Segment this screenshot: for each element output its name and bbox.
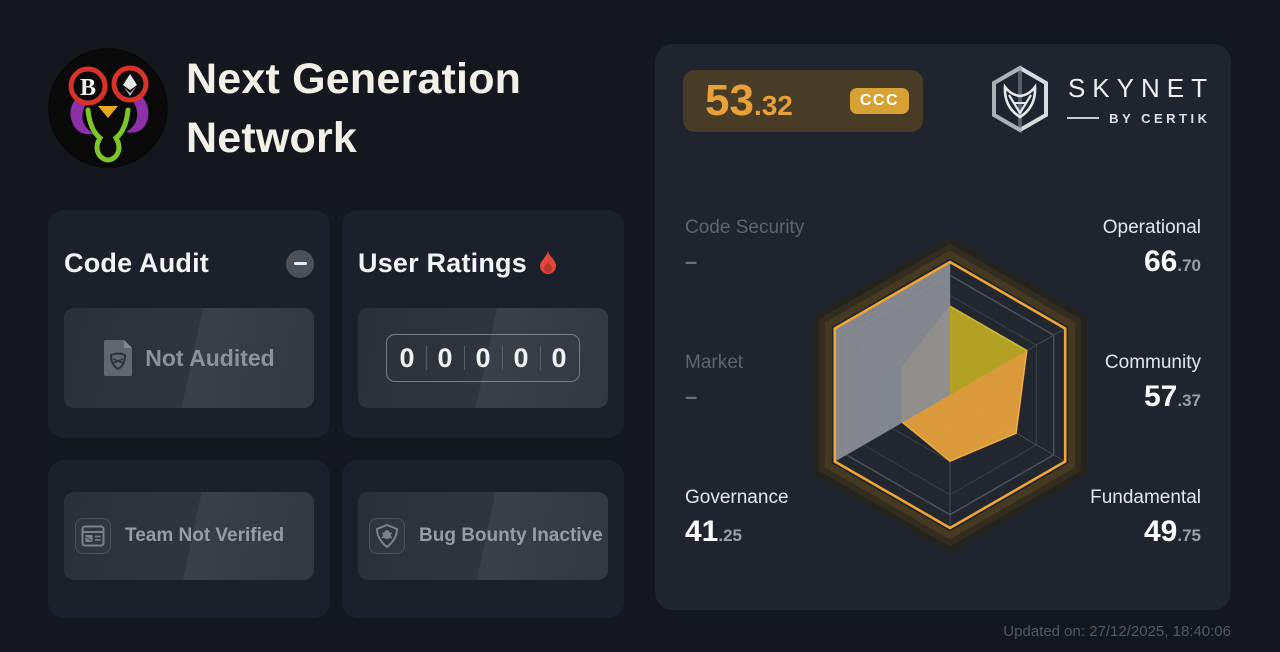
- metric-decimal: .70: [1177, 256, 1201, 275]
- bug-bounty-status-chip: Bug Bounty Inactive: [358, 492, 608, 580]
- security-score-pill: 53 .32 CCC: [683, 70, 923, 132]
- metric-label: Governance: [685, 487, 789, 508]
- security-score-decimal: .32: [753, 90, 793, 121]
- digit-separator: [425, 346, 427, 370]
- certik-hexagon-shield-icon: [992, 65, 1049, 133]
- metric-label: Code Security: [685, 217, 805, 238]
- user-ratings-title: User Ratings: [358, 248, 527, 278]
- radar-glow: [824, 250, 1076, 540]
- metric-label: Community: [1104, 352, 1201, 373]
- metric-label: Fundamental: [1090, 487, 1201, 508]
- digit-separator: [539, 346, 541, 370]
- metric-decimal: .75: [1177, 526, 1201, 545]
- page-title: Next Generation Network: [186, 55, 522, 162]
- digit-separator: [463, 346, 465, 370]
- counter-digit: 0: [437, 342, 453, 373]
- metric-code-security: Code Security –: [685, 217, 804, 275]
- metric-label: Market: [685, 352, 744, 373]
- security-score-value: 53: [705, 76, 754, 125]
- metric-label: Operational: [1102, 217, 1201, 238]
- code-audit-card: Code Audit Not Audited: [48, 210, 330, 438]
- skynet-logo-text: SKYNET: [1067, 72, 1214, 103]
- score-top-edge: [949, 305, 1028, 352]
- score-grade-badge: CCC: [849, 88, 909, 114]
- bug-shield-icon: [369, 518, 405, 554]
- metric-value: 41: [685, 515, 719, 548]
- not-audited-chip: Not Audited: [64, 308, 314, 408]
- code-audit-title: Code Audit: [64, 248, 209, 278]
- id-card-icon: [75, 518, 111, 554]
- metric-na-dash: –: [685, 249, 698, 274]
- digit-separator: [501, 346, 503, 370]
- skynet-brand: SKYNET BY CERTIK: [987, 65, 1207, 133]
- metric-value: 49: [1143, 515, 1178, 548]
- bug-bounty-card: Bug Bounty Inactive: [342, 460, 624, 618]
- metric-community: Community 57.37: [1105, 352, 1201, 414]
- counter-digit: 0: [399, 342, 415, 373]
- metric-value: 57: [1143, 380, 1178, 413]
- radar-glow: [812, 236, 1088, 554]
- metric-market: Market –: [685, 352, 743, 410]
- updated-timestamp: Updated on: 27/12/2025, 18:40:06: [1003, 623, 1231, 640]
- metric-value: 66: [1143, 245, 1178, 278]
- svg-text:B: B: [80, 75, 96, 101]
- flame-icon: [539, 250, 556, 274]
- counter-digit: 0: [475, 342, 491, 373]
- project-logo: B: [48, 48, 168, 168]
- counter-digit: 0: [513, 342, 529, 373]
- counter-digit: 0: [551, 342, 567, 373]
- radar-glow: [818, 243, 1082, 547]
- project-avatar-icon: B: [48, 48, 168, 168]
- brand-divider-line: [1067, 117, 1100, 119]
- metric-operational: Operational 66.70: [1103, 217, 1201, 279]
- minus-icon: [293, 262, 307, 265]
- audit-document-icon: [104, 340, 133, 376]
- by-certik-text: BY CERTIK: [1109, 110, 1211, 126]
- security-radar-chart: [812, 236, 1088, 554]
- metric-fundamental: Fundamental 49.75: [1090, 487, 1201, 549]
- metric-decimal: .25: [718, 526, 743, 545]
- team-status-chip: Team Not Verified: [64, 492, 314, 580]
- code-audit-status: Not Audited: [145, 344, 275, 371]
- metric-na-dash: –: [685, 384, 698, 409]
- team-card: Team Not Verified: [48, 460, 330, 618]
- skynet-panel: 53 .32 CCC SKYNET BY CERTIK Code Securit…: [655, 44, 1231, 610]
- collapse-button[interactable]: [286, 249, 314, 278]
- radar-outline: [833, 260, 1067, 530]
- score-top-sector: [950, 306, 1027, 395]
- team-status: Team Not Verified: [125, 525, 285, 546]
- bug-bounty-status: Bug Bounty Inactive: [419, 525, 603, 546]
- metric-governance: Governance 41.25: [685, 487, 789, 549]
- metric-decimal: .37: [1177, 391, 1201, 410]
